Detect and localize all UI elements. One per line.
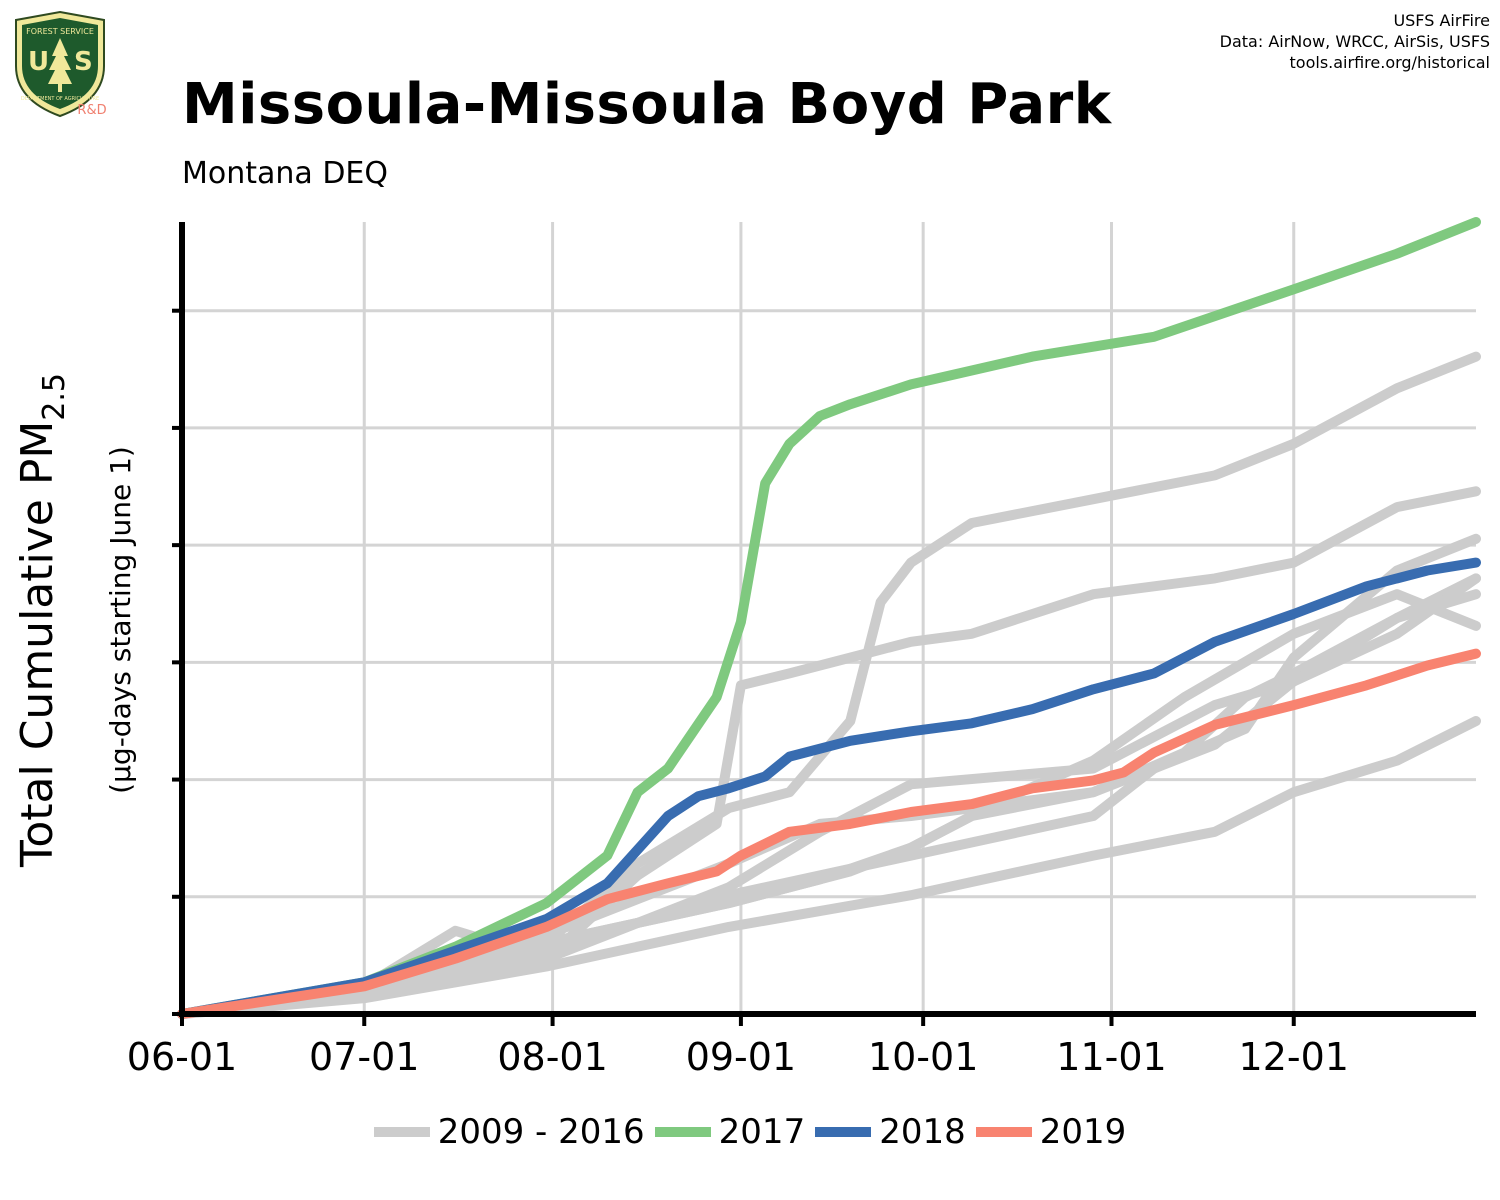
- axes: [172, 222, 1476, 1026]
- series-line-2: [177, 589, 1481, 1019]
- series-line-9: [177, 557, 1481, 1019]
- y-axis-label: Total Cumulative PM2.5: [12, 373, 72, 868]
- legend-item-3: 2019: [975, 1112, 1127, 1152]
- y-axis-units: (µg-days starting June 1): [104, 446, 137, 794]
- credit-line-1: USFS AirFire: [1393, 11, 1490, 30]
- credit-line-2: Data: AirNow, WRCC, AirSis, USFS: [1219, 32, 1490, 51]
- x-tick-label-5: 11-01: [1056, 1035, 1166, 1079]
- chart-subtitle: Montana DEQ: [182, 156, 389, 191]
- series-line-10: [177, 648, 1481, 1019]
- legend-item-1: 2017: [654, 1112, 806, 1152]
- series-line-8: [177, 217, 1481, 1019]
- forest-service-logo: FOREST SERVICE U S DEPARTMENT OF AGRICUL…: [15, 10, 107, 118]
- series-line-5: [177, 573, 1481, 1019]
- x-tick-label-6: 12-01: [1239, 1035, 1349, 1079]
- grid: [182, 222, 1476, 1014]
- x-tick-label-0: 06-01: [127, 1035, 237, 1079]
- svg-text:S: S: [74, 47, 93, 77]
- legend-label: 2019: [1039, 1112, 1127, 1152]
- legend-swatch: [975, 1127, 1032, 1137]
- svg-text:FOREST SERVICE: FOREST SERVICE: [26, 27, 94, 36]
- legend-swatch: [654, 1127, 711, 1137]
- chart-title: Missoula-Missoula Boyd Park: [182, 72, 1112, 137]
- legend-label: 2017: [718, 1112, 806, 1152]
- legend-item-0: 2009 - 2016: [373, 1112, 645, 1152]
- x-tick-label-2: 08-01: [497, 1035, 607, 1079]
- svg-text:U: U: [28, 47, 49, 77]
- legend-label: 2009 - 2016: [437, 1112, 645, 1152]
- legend-swatch: [373, 1127, 430, 1137]
- credits: USFS AirFire Data: AirNow, WRCC, AirSis,…: [1220, 10, 1490, 73]
- legend: 2009 - 2016 2017 2018 2019: [0, 1112, 1500, 1152]
- legend-item-2: 2018: [815, 1112, 966, 1152]
- series-line-6: [177, 589, 1481, 1019]
- series-group: [177, 217, 1481, 1019]
- x-tick-label-1: 07-01: [309, 1035, 419, 1079]
- legend-swatch: [815, 1127, 872, 1137]
- x-tick-label-3: 09-01: [686, 1035, 796, 1079]
- x-tick-label-4: 10-01: [868, 1035, 978, 1079]
- svg-text:DEPARTMENT OF AGRICULTURE: DEPARTMENT OF AGRICULTURE: [21, 96, 99, 102]
- x-tick-labels: 06-01 07-01 08-01 09-01 10-01 11-01 12-01: [127, 1035, 1349, 1079]
- legend-label: 2018: [879, 1112, 966, 1152]
- series-line-3: [177, 533, 1481, 1019]
- series-line-7: [177, 716, 1481, 1019]
- chart: 06-01 07-01 08-01 09-01 10-01 11-01 12-01 Tota…: [12, 217, 1481, 1079]
- credit-line-3: tools.airfire.org/historical: [1289, 53, 1490, 72]
- rd-label: R&D: [77, 103, 106, 118]
